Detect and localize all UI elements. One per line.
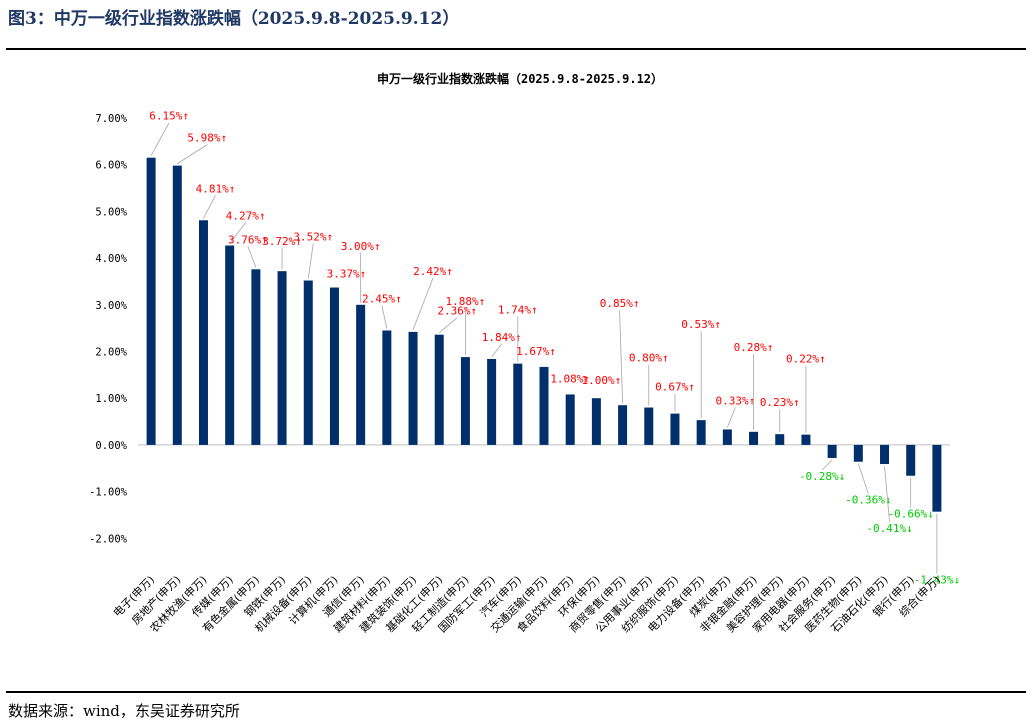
bar [591, 398, 601, 445]
data-label: 1.74%↑ [498, 304, 538, 317]
bar [853, 444, 863, 462]
bar [565, 394, 575, 445]
y-tick-label: -1.00% [89, 487, 128, 499]
leader-line [884, 466, 890, 523]
bar [225, 245, 235, 445]
bar [382, 330, 392, 445]
bottom-rule [6, 691, 1026, 693]
y-tick-label: 1.00% [95, 393, 127, 405]
bar [460, 357, 470, 445]
bar [827, 444, 837, 458]
data-label: -0.36%↓ [845, 494, 891, 507]
bar [303, 280, 313, 445]
y-tick-label: 4.00% [95, 253, 127, 265]
data-label: -0.41%↓ [866, 522, 912, 535]
leader-line [491, 343, 502, 358]
leader-line [247, 246, 257, 268]
leader-line [150, 122, 170, 156]
data-label: 6.15%↑ [149, 110, 189, 123]
bar [513, 363, 523, 445]
leader-line [412, 277, 434, 331]
data-labels: 6.15%↑ 5.98%↑ 4.81%↑ 4.27%↑ 3.76%↑3.72%↑3.52… [149, 110, 960, 587]
data-label: 4.81%↑ [196, 182, 236, 195]
data-label: 0.67%↑ [655, 381, 695, 394]
leader-line [177, 144, 208, 164]
bar [198, 220, 208, 445]
leader-line [857, 463, 869, 494]
data-label: 2.45%↑ [362, 292, 402, 305]
data-label: 2.42%↑ [413, 265, 453, 278]
data-label: 1.08%↑ [550, 372, 590, 385]
data-label: 3.37%↑ [327, 268, 367, 281]
chart-title: 申万一级行业指数涨跌幅（2025.9.8-2025.9.12） [377, 71, 663, 86]
data-label: 0.85%↑ [600, 297, 640, 310]
y-tick-label: 2.00% [95, 347, 127, 359]
bar [696, 420, 706, 445]
data-label: 1.67%↑ [516, 345, 556, 358]
bar [722, 429, 732, 445]
bar [618, 405, 628, 445]
leader-line [229, 222, 246, 244]
bar [670, 413, 680, 445]
data-label: 0.28%↑ [734, 341, 774, 354]
bar [356, 304, 366, 445]
leader-line [438, 317, 458, 333]
data-label: 5.98%↑ [187, 132, 227, 145]
leader-line [381, 305, 388, 329]
leader-line [726, 407, 736, 428]
leader-line [307, 243, 314, 279]
bar [172, 165, 182, 445]
x-axis-categories: 电子(申万)房地产(申万)农林牧渔(申万)传媒(申万)有色金属(申万)钢铁(申万… [111, 573, 943, 636]
source-note: 数据来源：wind，东吴证券研究所 [8, 702, 240, 720]
leader-line [619, 310, 623, 404]
data-label: -0.66%↓ [888, 508, 934, 521]
y-tick-label: -2.00% [89, 533, 128, 545]
bar [251, 269, 261, 445]
bars [146, 157, 942, 512]
y-tick-label: 5.00% [95, 206, 127, 218]
bar [801, 434, 811, 445]
bar [539, 366, 549, 445]
bar [408, 331, 418, 445]
bar [644, 407, 654, 445]
leader-line [203, 195, 216, 219]
bar [906, 444, 916, 476]
data-label: 1.00%↑ [582, 374, 622, 387]
data-label: 0.22%↑ [786, 353, 826, 366]
top-rule [6, 48, 1026, 50]
bar [146, 157, 156, 445]
data-label: -1.43%↓ [914, 574, 960, 587]
bar [487, 358, 497, 445]
data-label: 0.33%↑ [715, 394, 755, 407]
y-tick-label: 3.00% [95, 300, 127, 312]
data-label: 1.88%↑ [446, 295, 486, 308]
bar-chart: 申万一级行业指数涨跌幅（2025.9.8-2025.9.12） 7.00% 6.0… [89, 71, 960, 636]
y-tick-label: 7.00% [95, 113, 127, 125]
bar [775, 434, 785, 445]
data-label: 0.80%↑ [629, 352, 669, 365]
bar [932, 444, 942, 512]
bar [880, 444, 890, 465]
leader-line [821, 459, 833, 471]
figure-title: 图3：中万一级行业指数涨跌幅（2025.9.8-2025.9.12） [8, 9, 460, 29]
y-tick-label: 0.00% [95, 440, 127, 452]
bar [329, 287, 339, 445]
data-label: 1.84%↑ [482, 331, 522, 344]
data-label: 2.36%↑ [437, 305, 477, 318]
y-tick-label: 6.00% [95, 160, 127, 172]
data-label: 3.76%↑ [228, 233, 268, 246]
data-label: 4.27%↑ [226, 209, 266, 222]
data-label: 0.53%↑ [681, 318, 721, 331]
bar [749, 431, 759, 445]
data-label: 3.52%↑ [293, 231, 333, 244]
bar [277, 271, 287, 445]
bar [434, 334, 444, 445]
data-label: 3.00%↑ [341, 240, 381, 253]
data-label: -0.28%↓ [799, 470, 845, 483]
data-label: 3.72%↑ [262, 235, 302, 248]
data-label: 0.23%↑ [760, 396, 800, 409]
